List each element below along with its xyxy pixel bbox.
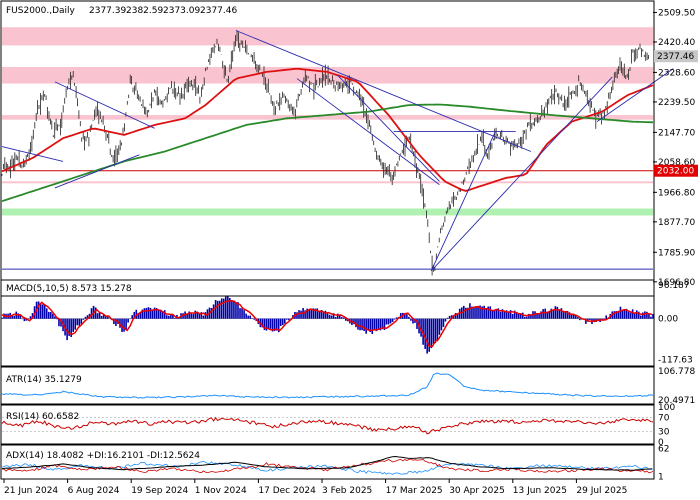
moving-average-0 xyxy=(1,67,654,192)
price-tick-label: 1696.80 xyxy=(658,278,695,288)
price-tag-label-1: 2032.00 xyxy=(657,167,694,177)
price-zone-3 xyxy=(2,181,653,184)
adx-panel-frame xyxy=(0,444,655,480)
atr-tick-label: 20.4971 xyxy=(658,396,695,406)
price-zones xyxy=(2,27,653,216)
price-tag-label-0: 2377.46 xyxy=(657,52,694,62)
trendline-0 xyxy=(1,146,64,162)
atr-panel-frame xyxy=(0,366,655,405)
trendline-5 xyxy=(296,78,440,185)
price-panel-frame xyxy=(0,0,655,297)
trendlines xyxy=(1,30,674,272)
atr-panel: ATR(14) 35.1279 106.778 20.4971 xyxy=(0,366,695,406)
trendline-7 xyxy=(430,131,496,271)
atr-line xyxy=(1,372,654,399)
horizontal-levels xyxy=(2,170,653,270)
rsi-tick-label: 70 xyxy=(658,414,670,424)
macd-tick-label: -117.63 xyxy=(658,356,693,366)
price-tick-label: 2420.40 xyxy=(658,38,695,48)
macd-panel: MACD(5,10,5) 8.573 15.278 96.187 0.00 -117… xyxy=(0,279,693,367)
date-tick-label: 6 Aug 2024 xyxy=(68,486,120,496)
price-tick-label: 1966.80 xyxy=(658,188,695,198)
rsi-tick-label: 0 xyxy=(658,438,664,448)
rsi-tick-label: 100 xyxy=(658,403,675,413)
macd-label: MACD(5,10,5) 8.573 15.278 xyxy=(6,284,132,294)
adx-tick-label: 1 xyxy=(658,473,664,483)
price-tick-label: 2147.70 xyxy=(658,128,695,138)
macd-signal-line xyxy=(1,300,653,348)
price-zone-4 xyxy=(2,208,653,216)
price-panel: FUS2000.,Daily 2377.39 2382.59 2373.09 2… xyxy=(0,0,698,297)
macd-axis: 96.187 0.00 -117.63 xyxy=(658,281,693,366)
atr-tick-label: 106.778 xyxy=(658,367,695,377)
date-tick-label: 29 Jul 2025 xyxy=(576,486,627,496)
date-tick-label: 1 Nov 2024 xyxy=(195,486,247,496)
price-tick-label: 1785.90 xyxy=(658,248,695,258)
rsi-series xyxy=(1,416,654,435)
date-tick-label: 17 Mar 2025 xyxy=(386,486,443,496)
rsi-tick-label: 30 xyxy=(658,428,670,438)
date-tick-label: 17 Dec 2024 xyxy=(258,486,316,496)
macd-panel-frame xyxy=(0,279,655,367)
price-tick-label: 2239.50 xyxy=(658,98,695,108)
adx-main-line xyxy=(1,455,653,471)
adx-axis: 62 1 xyxy=(658,444,669,482)
trendline-4 xyxy=(337,74,440,182)
date-tick-label: 30 Apr 2025 xyxy=(449,486,505,496)
rsi-panel-frame xyxy=(0,404,655,445)
date-tick-label: 19 Sep 2024 xyxy=(131,486,188,496)
date-tick-label: 13 Jun 2025 xyxy=(513,486,567,496)
price-bars xyxy=(1,30,649,276)
price-tick-label: 2509.50 xyxy=(658,8,695,18)
atr-series xyxy=(1,372,654,399)
date-tick-label: 3 Feb 2025 xyxy=(322,486,372,496)
price-zone-1 xyxy=(2,66,653,84)
atr-label: ATR(14) 35.1279 xyxy=(6,375,82,385)
adx-panel: ADX(14) 18.4082 +DI:16.2101 -DI:12.5624 … xyxy=(0,444,669,483)
price-tick-label: 1877.70 xyxy=(658,218,695,228)
ohlc-low: 2373.09 xyxy=(163,6,200,16)
ohlc-open: 2377.39 xyxy=(89,6,126,16)
date-axis: 21 Jun 2024 6 Aug 2024 19 Sep 2024 1 Nov 20… xyxy=(3,479,627,496)
price-tag-box-0 xyxy=(654,50,698,63)
rsi-line xyxy=(1,416,654,435)
price-zone-2 xyxy=(2,115,653,120)
macd-tick-label: 0.00 xyxy=(658,315,678,325)
price-axis: 2509.50 2420.40 2328.60 2239.50 2147.70 2058.… xyxy=(653,8,695,288)
trendline-2 xyxy=(54,81,155,129)
macd-series xyxy=(1,296,654,354)
ohlc-high: 2382.59 xyxy=(126,6,163,16)
trendline-1 xyxy=(54,154,140,189)
adx-series xyxy=(1,455,654,475)
trendline-6 xyxy=(430,76,613,272)
price-tag-box-1 xyxy=(654,164,698,177)
date-tick-label: 21 Jun 2024 xyxy=(4,486,58,496)
trendline-9 xyxy=(596,68,674,123)
chart-title: FUS2000.,Daily xyxy=(6,6,76,16)
macd-tick-label: 96.187 xyxy=(658,281,690,291)
atr-axis: 106.778 20.4971 xyxy=(658,367,695,406)
rsi-label: RSI(14) 60.6582 xyxy=(6,412,79,422)
price-tags: 2377.46 2032.00 xyxy=(654,50,698,177)
price-tick-label: 2328.60 xyxy=(658,68,695,78)
ohlc-close: 2377.46 xyxy=(200,6,237,16)
adx-minus-di-line xyxy=(1,458,654,474)
adx-label: ADX(14) 18.4082 +DI:16.2101 -DI:12.5624 xyxy=(6,451,200,461)
price-tick-label: 2058.60 xyxy=(658,158,695,168)
price-zone-0 xyxy=(2,27,653,46)
adx-tick-label: 62 xyxy=(658,444,669,454)
